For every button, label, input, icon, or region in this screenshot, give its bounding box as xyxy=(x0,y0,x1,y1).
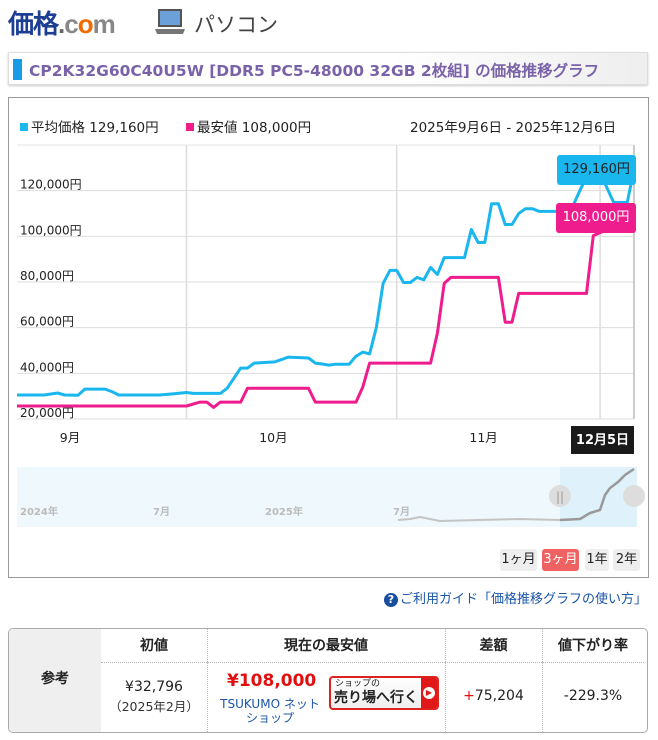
navigator-handle-right xyxy=(623,485,645,507)
legend-swatch-min xyxy=(186,123,194,131)
x-tick-label: 10月 xyxy=(259,430,287,445)
series-line-avg xyxy=(17,169,636,397)
range-3month-button[interactable]: 3ヶ月 xyxy=(542,549,579,571)
laptop-icon xyxy=(155,9,185,34)
header-diff: 差額 xyxy=(445,629,542,663)
navigator-label: 2024年 xyxy=(20,505,58,518)
diff-value: 75,204 xyxy=(474,688,524,704)
y-tick-label: 100,000円 xyxy=(20,223,82,237)
x-tick-label: 11月 xyxy=(469,430,497,445)
navigator-handle-left xyxy=(549,485,571,507)
y-tick-label: 20,000円 xyxy=(20,406,74,420)
navigator-label: 7月 xyxy=(393,506,410,518)
page-title: CP2K32G60C40U5W [DDR5 PC5-48000 32GB 2枚組… xyxy=(29,62,600,80)
kakaku-logo[interactable]: 価格.com xyxy=(8,9,116,39)
price-chart[interactable]: 20,000円 40,000円 60,000円 80,000円 100,000円 120,… xyxy=(0,0,658,540)
help-icon: ? xyxy=(384,593,398,607)
navigator-background xyxy=(17,467,637,527)
shop-link[interactable]: TSUKUMO ネットショップ xyxy=(220,697,320,725)
header-initial: 初値 xyxy=(101,629,207,663)
series-line-min xyxy=(17,216,635,409)
date-range: 2025年9月6日 - 2025年12月6日 xyxy=(410,120,617,136)
range-1month-button[interactable]: 1ヶ月 xyxy=(500,549,537,571)
navigator-history-line xyxy=(397,515,561,523)
navigator-label: 2025年 xyxy=(265,505,303,518)
header-drop-rate: 値下がり率 xyxy=(542,629,644,663)
title-marker xyxy=(13,59,22,80)
row-label: 参考 xyxy=(9,629,101,732)
legend-swatch-avg xyxy=(20,123,28,131)
go-to-shop-button[interactable]: ショップの 売り場へ行く ▶ xyxy=(329,676,439,710)
initial-price: ¥32,796 xyxy=(125,679,183,695)
tooltip-date: 12月5日 xyxy=(571,426,634,454)
legend-avg[interactable]: 平均価格 129,160円 xyxy=(20,116,159,136)
current-min-price: ¥108,000 xyxy=(227,671,317,691)
y-tick-label: 60,000円 xyxy=(20,315,74,329)
y-tick-label: 40,000円 xyxy=(20,360,74,374)
guide-link[interactable]: ? ご利用ガイド「価格推移グラフの使い方」 xyxy=(384,588,647,607)
navigator-label: 7月 xyxy=(153,506,170,518)
drop-rate: -229.3% xyxy=(563,688,623,704)
tooltip-avg: 129,160円 xyxy=(557,155,636,185)
initial-date: （2025年2月） xyxy=(109,699,199,714)
page-title-bar: CP2K32G60C40U5W [DDR5 PC5-48000 32GB 2枚組… xyxy=(8,52,648,85)
y-tick-label: 80,000円 xyxy=(20,269,74,283)
x-tick-label: 9月 xyxy=(60,430,80,445)
legend-min[interactable]: 最安値 108,000円 xyxy=(186,116,311,136)
range-2year-button[interactable]: 2年 xyxy=(613,549,640,571)
play-arrow-icon: ▶ xyxy=(421,678,437,708)
range-1year-button[interactable]: 1年 xyxy=(585,549,609,571)
y-tick-label: 120,000円 xyxy=(20,178,82,192)
diff-sign: + xyxy=(463,688,475,704)
tooltip-min: 108,000円 xyxy=(556,203,636,233)
category-label[interactable]: パソコン xyxy=(194,13,278,37)
handle-grip-icon: || xyxy=(556,490,564,504)
reference-table: 参考 初値 現在の最安値 差額 値下がり率 ¥32,796 （2025年2月） ¥… xyxy=(8,628,648,733)
navigator-selected-line xyxy=(559,467,635,522)
header-current-min: 現在の最安値 xyxy=(207,629,445,663)
chart-container xyxy=(8,97,649,578)
